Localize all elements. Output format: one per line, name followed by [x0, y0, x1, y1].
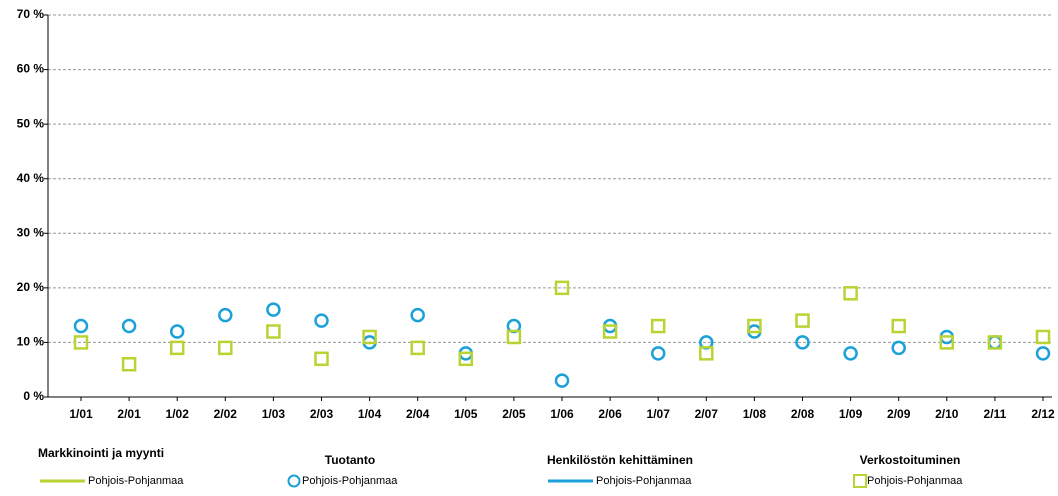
point — [891, 340, 906, 356]
x-tick-label: 1/02 — [166, 407, 190, 421]
point — [843, 286, 858, 301]
x-tick-label: 2/03 — [310, 407, 334, 421]
point — [218, 307, 233, 323]
x-tick-label: 2/11 — [984, 407, 1007, 421]
legend-header: Henkilöstön kehittäminen — [547, 453, 693, 467]
y-tick-label: 50 % — [17, 116, 45, 130]
point — [843, 346, 858, 361]
point — [266, 302, 281, 317]
x-tick-label: 1/03 — [262, 407, 286, 421]
legend-key — [287, 474, 301, 488]
point — [1035, 329, 1051, 345]
point — [602, 324, 618, 339]
point — [218, 340, 233, 356]
point — [314, 313, 329, 328]
x-tick-label: 2/10 — [935, 407, 959, 421]
point — [554, 373, 570, 388]
legend-header: Markkinointi ja myynti — [38, 446, 164, 460]
point — [699, 346, 714, 361]
x-tick-label: 2/04 — [406, 407, 430, 421]
x-tick-label: 1/09 — [839, 407, 863, 421]
x-tick-label: 2/06 — [598, 407, 622, 421]
x-tick-label: 2/09 — [887, 407, 911, 421]
point — [506, 329, 522, 345]
x-tick-label: 1/04 — [358, 407, 382, 421]
point — [795, 313, 810, 328]
legend-header: Tuotanto — [325, 453, 375, 467]
point — [410, 340, 425, 356]
y-tick-label: 20 % — [17, 280, 45, 294]
x-tick-label: 2/12 — [1031, 407, 1055, 421]
legend-header: Verkostoituminen — [860, 453, 961, 467]
x-tick-label: 1/08 — [743, 407, 767, 421]
x-tick-label: 2/05 — [502, 407, 526, 421]
point — [795, 335, 810, 350]
point — [73, 318, 89, 334]
y-tick-label: 60 % — [17, 62, 45, 76]
point — [650, 318, 666, 334]
point — [1035, 346, 1051, 361]
point — [891, 318, 906, 334]
y-tick-label: 10 % — [17, 335, 45, 349]
point — [554, 280, 570, 296]
y-tick-label: 0 % — [23, 389, 44, 403]
x-tick-label: 2/02 — [214, 407, 238, 421]
legend-label: Pohjois-Pohjanmaa — [88, 475, 184, 487]
x-tick-label: 2/07 — [695, 407, 719, 421]
x-tick-label: 1/01 — [69, 407, 93, 421]
point — [650, 346, 666, 361]
point — [121, 357, 137, 372]
x-tick-label: 2/01 — [117, 407, 141, 421]
point — [987, 335, 1003, 350]
legend-label: Pohjois-Pohjanmaa — [596, 475, 692, 487]
x-tick-label: 1/05 — [454, 407, 478, 421]
point — [266, 324, 281, 339]
point — [121, 318, 137, 334]
point — [169, 324, 185, 339]
point — [362, 329, 377, 345]
legend-label: Pohjois-Pohjanmaa — [302, 475, 398, 487]
point — [169, 340, 185, 356]
legend-label: Pohjois-Pohjanmaa — [867, 475, 963, 487]
point — [314, 351, 329, 367]
x-tick-label: 2/08 — [791, 407, 815, 421]
point — [73, 335, 89, 350]
y-tick-label: 30 % — [17, 225, 45, 239]
y-tick-label: 70 % — [17, 7, 45, 21]
point — [747, 318, 762, 334]
y-tick-label: 40 % — [17, 171, 45, 185]
x-tick-label: 1/06 — [550, 407, 574, 421]
point — [458, 351, 474, 367]
point — [410, 307, 425, 323]
legend-key — [853, 474, 867, 488]
point — [939, 335, 955, 350]
x-tick-label: 1/07 — [647, 407, 671, 421]
